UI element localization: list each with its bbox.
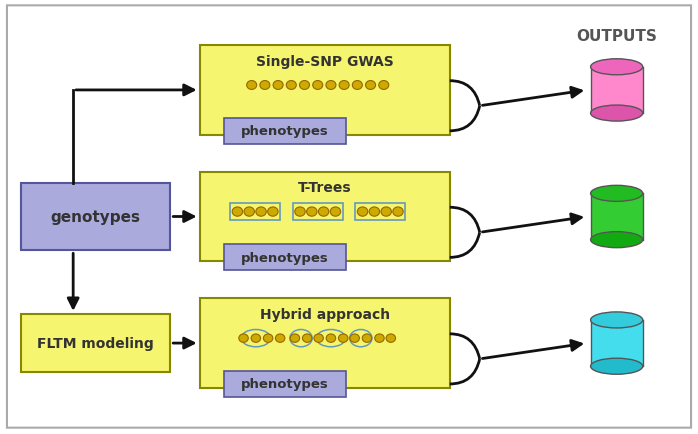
Circle shape: [350, 334, 359, 342]
Circle shape: [366, 81, 376, 90]
Circle shape: [339, 334, 348, 342]
Circle shape: [276, 334, 285, 342]
FancyBboxPatch shape: [7, 7, 691, 427]
Text: phenotypes: phenotypes: [241, 251, 329, 264]
Text: OUTPUTS: OUTPUTS: [577, 29, 657, 44]
Circle shape: [326, 81, 336, 90]
Circle shape: [251, 334, 260, 342]
Circle shape: [318, 207, 329, 217]
Ellipse shape: [591, 232, 643, 248]
Circle shape: [326, 334, 336, 342]
Circle shape: [286, 81, 297, 90]
FancyBboxPatch shape: [224, 118, 346, 145]
Circle shape: [299, 81, 309, 90]
FancyBboxPatch shape: [224, 245, 346, 271]
Ellipse shape: [591, 186, 643, 202]
Circle shape: [357, 207, 368, 217]
Circle shape: [246, 81, 257, 90]
Circle shape: [330, 207, 341, 217]
Circle shape: [244, 207, 255, 217]
Circle shape: [381, 207, 392, 217]
Bar: [591, 194, 643, 240]
Circle shape: [232, 207, 243, 217]
FancyBboxPatch shape: [200, 46, 450, 135]
Circle shape: [369, 207, 380, 217]
Circle shape: [302, 334, 312, 342]
Circle shape: [386, 334, 396, 342]
Ellipse shape: [591, 312, 643, 328]
Circle shape: [339, 81, 349, 90]
Circle shape: [260, 81, 270, 90]
Circle shape: [295, 207, 305, 217]
FancyBboxPatch shape: [224, 371, 346, 397]
Circle shape: [273, 81, 283, 90]
Circle shape: [393, 207, 403, 217]
Circle shape: [352, 81, 362, 90]
Circle shape: [290, 334, 299, 342]
Ellipse shape: [591, 358, 643, 375]
Circle shape: [314, 334, 323, 342]
Circle shape: [375, 334, 384, 342]
Ellipse shape: [591, 59, 643, 76]
Text: Hybrid approach: Hybrid approach: [260, 307, 389, 321]
FancyBboxPatch shape: [21, 183, 170, 251]
FancyBboxPatch shape: [21, 314, 170, 372]
Text: phenotypes: phenotypes: [241, 378, 329, 391]
Circle shape: [306, 207, 317, 217]
Circle shape: [267, 207, 278, 217]
Circle shape: [379, 81, 389, 90]
Circle shape: [313, 81, 322, 90]
Circle shape: [263, 334, 273, 342]
FancyBboxPatch shape: [200, 172, 450, 262]
Circle shape: [239, 334, 248, 342]
Bar: [591, 320, 643, 366]
Text: genotypes: genotypes: [50, 210, 140, 224]
Circle shape: [362, 334, 372, 342]
Text: phenotypes: phenotypes: [241, 125, 329, 138]
Circle shape: [256, 207, 266, 217]
FancyBboxPatch shape: [200, 299, 450, 388]
Text: FLTM modeling: FLTM modeling: [37, 336, 154, 350]
Text: T-Trees: T-Trees: [298, 181, 352, 195]
Ellipse shape: [591, 106, 643, 122]
Text: Single-SNP GWAS: Single-SNP GWAS: [255, 54, 394, 69]
Bar: [591, 68, 643, 114]
